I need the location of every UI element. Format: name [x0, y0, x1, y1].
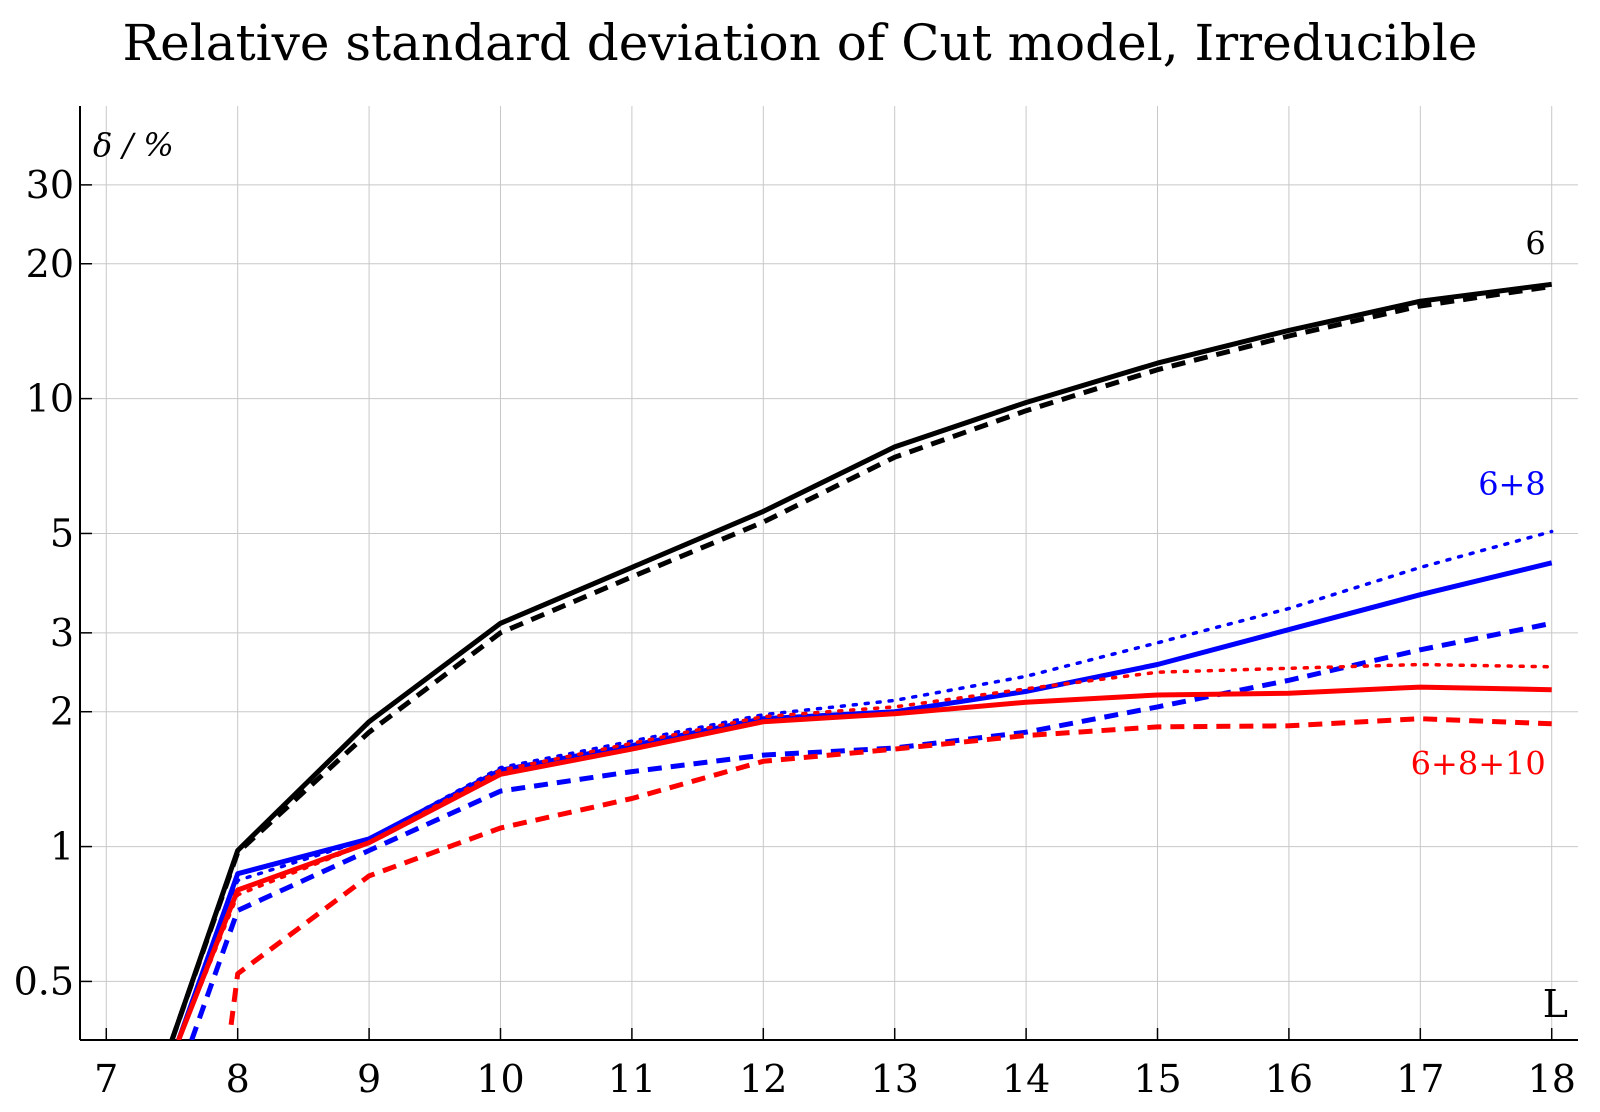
y-tick-label: 5: [50, 511, 74, 555]
series-line-7-dashed: [228, 716, 1552, 1026]
series-label: 6+8+10: [1411, 744, 1546, 782]
series-line-3-dotted: [176, 529, 1554, 1040]
x-tick-label: 12: [739, 1057, 787, 1101]
y-tick-label: 0.5: [14, 959, 74, 1003]
y-tick-label: 20: [26, 242, 74, 286]
y-tick-label: 3: [50, 611, 74, 655]
series-line-0-solid: [169, 281, 1553, 1040]
x-tick-label: 18: [1528, 1057, 1576, 1101]
y-tick-label: 30: [26, 163, 74, 207]
x-tick-label: 11: [608, 1057, 656, 1101]
series-line-6-dotted: [176, 662, 1554, 1040]
series-line-4-dashed: [189, 620, 1553, 1040]
series-line-2-solid: [176, 560, 1553, 1040]
x-tick-label: 7: [94, 1057, 118, 1101]
x-axis-label: L: [1543, 982, 1568, 1026]
y-tick-label: 2: [50, 690, 74, 734]
x-tick-label: 10: [476, 1057, 524, 1101]
series-line-5-solid: [176, 684, 1552, 1040]
x-tick-label: 14: [1002, 1057, 1050, 1101]
x-tick-label: 17: [1396, 1057, 1444, 1101]
x-tick-label: 15: [1133, 1057, 1181, 1101]
series-label: 6: [1525, 224, 1545, 262]
x-tick-label: 9: [357, 1057, 381, 1101]
grid: [80, 106, 1578, 1040]
y-axis-label: δ / %: [93, 126, 174, 164]
series-line-1-dashed: [169, 283, 1553, 1040]
chart-title: Relative standard deviation of Cut model…: [122, 14, 1478, 72]
axes: [79, 106, 1578, 1041]
series-labels: 6 6+8 6+8+10: [1411, 224, 1546, 782]
series-lines: [169, 281, 1554, 1040]
x-tick-label: 13: [871, 1057, 919, 1101]
y-tick-label: 10: [26, 377, 74, 421]
x-tick-label: 16: [1265, 1057, 1313, 1101]
y-tick-label: 1: [50, 825, 74, 869]
series-label: 6+8: [1478, 465, 1546, 503]
x-tick-label: 8: [226, 1057, 250, 1101]
